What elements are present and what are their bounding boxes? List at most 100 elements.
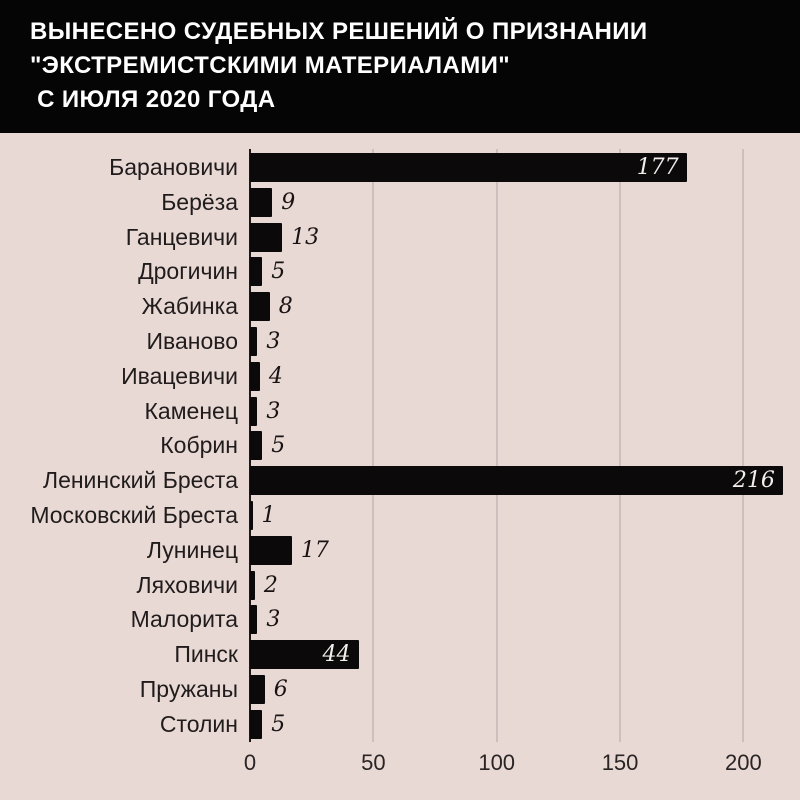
bar: 44	[250, 640, 359, 670]
bar-row: Берёза 9	[0, 185, 800, 220]
bar	[250, 501, 253, 531]
bar-row: Ляховичи 2	[0, 568, 800, 603]
bar-track: 216	[250, 463, 800, 498]
category-label: Ганцевичи	[125, 223, 238, 250]
bar	[250, 570, 255, 600]
value-label: 5	[271, 259, 286, 285]
value-label: 5	[271, 433, 286, 459]
bar	[250, 257, 263, 287]
bar-row: Барановичи 177	[0, 150, 800, 185]
chart-title-line-3: С ИЮЛЯ 2020 ГОДА	[30, 86, 276, 113]
bar	[250, 292, 270, 322]
bar-track: 177	[250, 150, 800, 185]
bar	[250, 431, 263, 461]
bar-row: Ленинский Бреста 216	[0, 463, 800, 498]
bar-row: Столин 5	[0, 707, 800, 742]
bar	[250, 187, 273, 217]
bar-rows: Барановичи 177 Берёза 9 Ганцевичи 13 Дрогичин 5…	[0, 150, 800, 742]
chart-title-line-2: "ЭКСТРЕМИСТСКИМИ МАТЕРИАЛАМИ"	[30, 52, 511, 79]
category-label: Столин	[159, 710, 238, 737]
bar-row: Кобрин 5	[0, 429, 800, 464]
bar-track: 5	[250, 429, 800, 464]
bar-row: Каменец 3	[0, 394, 800, 429]
bar-row: Лунинец 17	[0, 533, 800, 568]
category-label: Лунинец	[146, 536, 238, 563]
bar	[250, 222, 283, 252]
bar	[250, 361, 260, 391]
bar-row: Ганцевичи 13	[0, 220, 800, 255]
bar-row: Жабинка 8	[0, 289, 800, 324]
bar: 216	[250, 466, 783, 496]
chart-title-line-1: ВЫНЕСЕНО СУДЕБНЫХ РЕШЕНИЙ О ПРИЗНАНИИ	[30, 18, 648, 45]
x-tick-label: 100	[478, 750, 516, 775]
category-label: Пружаны	[139, 676, 238, 703]
bar-row: Малорита 3	[0, 603, 800, 638]
value-label: 4	[268, 363, 283, 389]
value-label: 3	[266, 607, 281, 633]
category-label: Кобрин	[160, 432, 238, 459]
value-label: 17	[300, 537, 329, 563]
value-label: 13	[291, 224, 320, 250]
value-label: 3	[266, 398, 281, 424]
category-label: Ляховичи	[136, 571, 238, 598]
chart-title: ВЫНЕСЕНО СУДЕБНЫХ РЕШЕНИЙ О ПРИЗНАНИИ "Э…	[0, 0, 800, 133]
category-label: Малорита	[130, 606, 238, 633]
bar-row: Пинск 44	[0, 637, 800, 672]
bar	[250, 675, 265, 705]
x-tick-label: 50	[361, 750, 386, 775]
bar-track: 17	[250, 533, 800, 568]
bar	[250, 396, 258, 426]
bar-track: 13	[250, 220, 800, 255]
bar	[250, 326, 258, 356]
gridline	[372, 149, 375, 742]
category-label: Дрогичин	[138, 258, 238, 285]
value-label: 177	[636, 154, 679, 180]
value-label: 44	[322, 642, 351, 668]
gridline	[495, 149, 498, 742]
bar-track: 5	[250, 254, 800, 289]
bar-row: Ивацевичи 4	[0, 359, 800, 394]
value-label: 1	[261, 503, 276, 529]
bar-track: 3	[250, 603, 800, 638]
category-label: Ленинский Бреста	[42, 467, 238, 494]
bar	[250, 605, 258, 635]
bar-track: 6	[250, 672, 800, 707]
bar-track: 4	[250, 359, 800, 394]
bar-row: Пружаны 6	[0, 672, 800, 707]
value-label: 3	[266, 328, 281, 354]
value-label: 8	[278, 294, 293, 320]
x-tick-label: 150	[601, 750, 639, 775]
bar-track: 3	[250, 324, 800, 359]
x-tick-label: 200	[725, 750, 762, 775]
bar	[250, 535, 292, 565]
value-label: 6	[273, 677, 288, 703]
bar-track: 8	[250, 289, 800, 324]
category-label: Жабинка	[141, 293, 238, 320]
bar-row: Иваново 3	[0, 324, 800, 359]
bar: 177	[250, 152, 687, 182]
category-label: Берёза	[161, 188, 238, 215]
bar-row: Дрогичин 5	[0, 254, 800, 289]
gridline	[742, 149, 745, 742]
category-label: Пинск	[174, 641, 238, 668]
category-label: Иваново	[146, 327, 238, 354]
category-label: Московский Бреста	[30, 502, 238, 529]
x-tick-label: 0	[243, 750, 257, 775]
bar-track: 5	[250, 707, 800, 742]
category-label: Каменец	[144, 397, 238, 424]
bar	[250, 709, 263, 739]
value-label: 216	[732, 468, 775, 494]
value-label: 2	[263, 572, 278, 598]
value-label: 9	[281, 189, 296, 215]
gridline	[619, 149, 622, 742]
bar-track: 1	[250, 498, 800, 533]
bar-chart: Барановичи 177 Берёза 9 Ганцевичи 13 Дрогичин 5…	[0, 133, 800, 800]
bar-row: Московский Бреста 1	[0, 498, 800, 533]
bar-track: 2	[250, 568, 800, 603]
bar-track: 44	[250, 637, 800, 672]
bar-track: 3	[250, 394, 800, 429]
value-label: 5	[271, 711, 286, 737]
category-label: Барановичи	[109, 153, 238, 180]
bar-track: 9	[250, 185, 800, 220]
category-label: Ивацевичи	[121, 362, 238, 389]
